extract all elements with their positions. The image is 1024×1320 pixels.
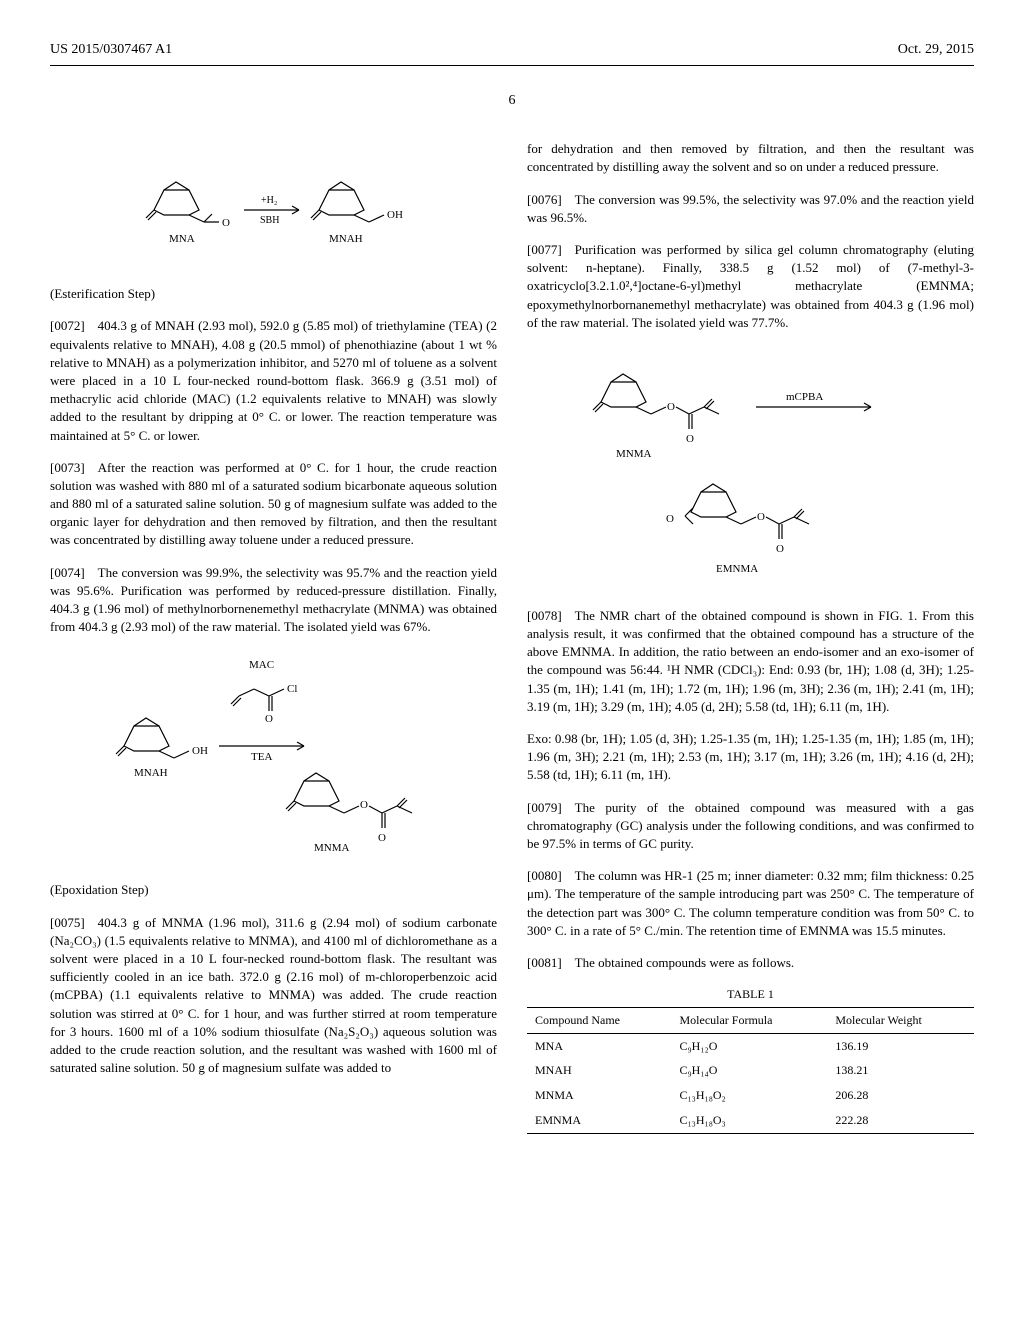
oh-label: OH [387,209,403,221]
publication-date: Oct. 29, 2015 [898,40,974,60]
arrow-top-h2: +H₂ [261,195,277,206]
cell-weight: 222.28 [827,1108,974,1133]
page-number: 6 [50,91,974,111]
left-column: O MNA +H₂ SBH OH MNAH (Esterificat [50,140,497,1134]
paragraph-0073: [0073] After the reaction was performed … [50,459,497,550]
paragraph-0074: [0074] The conversion was 99.9%, the sel… [50,564,497,637]
table-1-title: TABLE 1 [527,986,974,1003]
cell-weight: 206.28 [827,1083,974,1108]
o-label: O [222,217,230,229]
two-column-layout: O MNA +H₂ SBH OH MNAH (Esterificat [50,140,974,1134]
cell-formula: C₉H₁₄O [671,1058,827,1083]
table-row: MNA C₉H₁₂O 136.19 [527,1033,974,1058]
cell-name: EMNMA [527,1108,671,1133]
cell-formula: C₁₃H₁₈O₂ [671,1083,827,1108]
esterification-step-label: (Esterification Step) [50,285,497,303]
mcpba-label: mCPBA [786,391,823,403]
o-label-epox: O [666,513,674,525]
cell-name: MNMA [527,1083,671,1108]
table-col-weight: Molecular Weight [827,1007,974,1033]
o-label-mnma1: O [360,799,368,811]
epoxidation-step-label: (Epoxidation Step) [50,881,497,899]
cell-name: MNA [527,1033,671,1058]
arrow-bottom-sbh: SBH [260,215,279,226]
o-label-mac: O [265,713,273,725]
emnma-label: EMNMA [716,563,758,575]
table-row: MNAH C₉H₁₄O 138.21 [527,1058,974,1083]
cell-weight: 136.19 [827,1033,974,1058]
mnma-label: MNMA [314,842,350,854]
page-header: US 2015/0307467 A1 Oct. 29, 2015 [50,40,974,60]
paragraph-0081: [0081] The obtained compounds were as fo… [527,954,974,972]
mnah-label-2: MNAH [134,767,168,779]
table-row: EMNMA C₁₃H₁₈O₃ 222.28 [527,1108,974,1133]
o-label-r3d: O [776,543,784,555]
tea-label: TEA [251,751,272,763]
paragraph-exo: Exo: 0.98 (br, 1H); 1.05 (d, 3H); 1.25-1… [527,730,974,785]
paragraph-0075-continued: for dehydration and then removed by filt… [527,140,974,176]
o-label-mnma2: O [378,832,386,844]
paragraph-0072: [0072] 404.3 g of MNAH (2.93 mol), 592.0… [50,317,497,444]
table-row: MNMA C₁₃H₁₈O₂ 206.28 [527,1083,974,1108]
scheme-emnma-svg: O O MNMA mCPBA O O [571,352,931,582]
paragraph-0080: [0080] The column was HR-1 (25 m; inner … [527,867,974,940]
reaction-scheme-mnah-mnma: OH MNAH Cl O MAC TEA [50,656,497,856]
mnma-label-r: MNMA [616,448,652,460]
paragraph-0079: [0079] The purity of the obtained compou… [527,799,974,854]
mac-label: MAC [249,659,274,671]
cell-formula: C₉H₁₂O [671,1033,827,1058]
o-label-r3c: O [757,511,765,523]
o-label-r3a: O [667,401,675,413]
table-1: Compound Name Molecular Formula Molecula… [527,1007,974,1134]
oh-label-2: OH [192,745,208,757]
o-label-r3b: O [686,433,694,445]
cell-formula: C₁₃H₁₈O₃ [671,1108,827,1133]
mnah-label: MNAH [329,233,363,245]
right-column: for dehydration and then removed by filt… [527,140,974,1134]
scheme-mna-svg: O MNA +H₂ SBH OH MNAH [134,160,414,260]
cell-weight: 138.21 [827,1058,974,1083]
paragraph-0078: [0078] The NMR chart of the obtained com… [527,607,974,716]
reaction-scheme-mna-mnah: O MNA +H₂ SBH OH MNAH [50,160,497,260]
patent-number: US 2015/0307467 A1 [50,40,172,60]
cl-label: Cl [287,683,297,695]
header-divider [50,65,974,66]
table-col-formula: Molecular Formula [671,1007,827,1033]
mna-label: MNA [169,233,195,245]
cell-name: MNAH [527,1058,671,1083]
reaction-scheme-mnma-emnma: O O MNMA mCPBA O O [527,352,974,582]
scheme-mnma-svg: OH MNAH Cl O MAC TEA [104,656,444,856]
paragraph-0075: [0075] 404.3 g of MNMA (1.96 mol), 311.6… [50,914,497,1078]
table-col-compound: Compound Name [527,1007,671,1033]
paragraph-0076: [0076] The conversion was 99.5%, the sel… [527,191,974,227]
paragraph-0077: [0077] Purification was performed by sil… [527,241,974,332]
